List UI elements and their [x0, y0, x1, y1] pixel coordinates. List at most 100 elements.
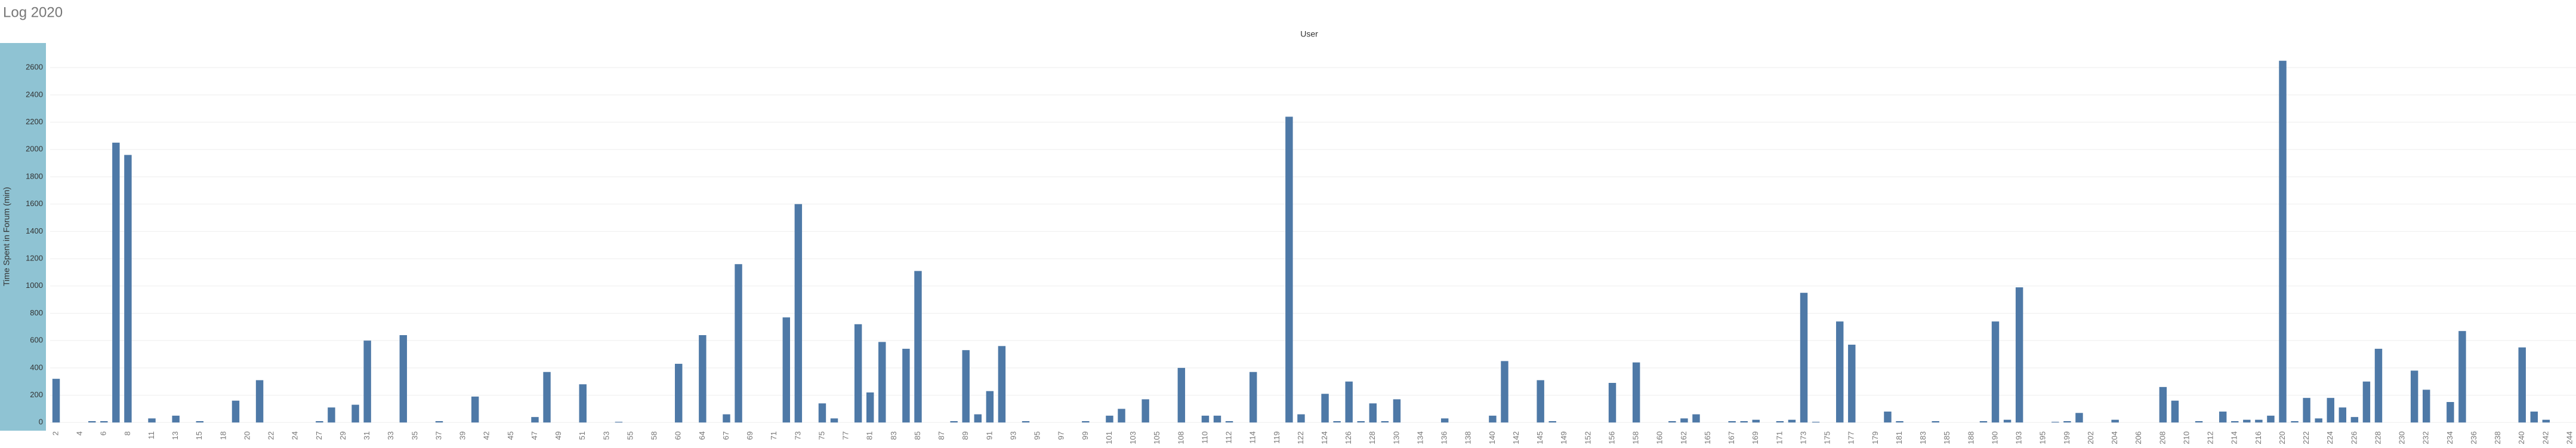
- x-tick-label: 15: [195, 431, 203, 440]
- bar: [1896, 421, 1904, 423]
- bar: [579, 384, 587, 423]
- bar: [1776, 421, 1784, 423]
- x-tick-label: 190: [1990, 431, 1999, 444]
- x-tick-label: 224: [2325, 431, 2334, 444]
- x-tick-label: 110: [1200, 431, 1209, 444]
- bar: [1142, 399, 1149, 423]
- x-tick-label: 60: [674, 431, 683, 440]
- chart-title: Log 2020: [3, 4, 63, 20]
- bar: [1608, 383, 1616, 423]
- bar: [2315, 418, 2322, 423]
- y-tick-label: 2200: [26, 117, 43, 126]
- bar: [2362, 381, 2371, 423]
- x-tick-label: 230: [2398, 431, 2407, 444]
- x-tick-label: 108: [1176, 431, 1185, 444]
- x-tick-label: 212: [2206, 431, 2215, 444]
- bar: [2327, 398, 2334, 423]
- bar: [1249, 372, 1257, 423]
- x-tick-label: 27: [314, 431, 323, 440]
- x-header: User: [1300, 29, 1318, 39]
- bar: [962, 350, 970, 423]
- x-tick-label: 13: [171, 431, 180, 440]
- x-tick-label: 112: [1224, 431, 1233, 444]
- bar: [1321, 394, 1329, 423]
- x-tick-label: 152: [1583, 431, 1592, 444]
- bar: [2015, 287, 2023, 423]
- bar: [2255, 419, 2263, 423]
- x-tick-label: 22: [267, 431, 276, 440]
- bar: [1106, 415, 1113, 423]
- bar: [435, 421, 443, 423]
- y-tick-label: 800: [30, 308, 43, 317]
- x-tick-label: 105: [1152, 431, 1161, 444]
- x-tick-label: 99: [1081, 431, 1090, 440]
- x-tick-label: 171: [1775, 431, 1784, 444]
- bar: [1548, 421, 1556, 423]
- x-tick-label: 206: [2134, 431, 2143, 444]
- y-tick-label: 400: [30, 363, 43, 372]
- bar: [255, 380, 264, 423]
- x-tick-label: 195: [2038, 431, 2047, 444]
- x-tick-label: 119: [1272, 431, 1281, 444]
- bar: [854, 324, 862, 423]
- bar: [363, 340, 371, 423]
- x-tick-label: 140: [1488, 431, 1497, 444]
- x-tick-label: 55: [625, 431, 634, 440]
- x-tick-label: 134: [1415, 431, 1424, 444]
- bar: [1692, 414, 1700, 423]
- x-tick-label: 136: [1440, 431, 1449, 444]
- bar: [543, 372, 551, 423]
- x-tick-label: 75: [817, 431, 826, 440]
- bar: [148, 418, 156, 423]
- x-tick-label: 29: [338, 431, 347, 440]
- x-tick-label: 69: [745, 431, 754, 440]
- bar: [1728, 421, 1736, 423]
- x-tick-label: 220: [2278, 431, 2287, 444]
- x-tick-label: 222: [2302, 431, 2310, 444]
- bar: [1082, 421, 1090, 423]
- x-tick-label: 165: [1703, 431, 1712, 444]
- x-tick-label: 95: [1033, 431, 1042, 440]
- bar: [1991, 321, 2000, 423]
- bar: [974, 414, 982, 423]
- x-tick-label: 183: [1918, 431, 1927, 444]
- x-tick-label: 216: [2254, 431, 2263, 444]
- bar: [1285, 116, 1293, 423]
- x-tick-label: 93: [1008, 431, 1017, 440]
- x-tick-label: 126: [1344, 431, 1353, 444]
- bar: [2458, 331, 2466, 423]
- y-axis-pane: [0, 43, 46, 431]
- bar: [1752, 419, 1760, 423]
- bar: [902, 348, 910, 423]
- x-tick-label: 35: [410, 431, 419, 440]
- bar: [2075, 413, 2083, 423]
- bar: [471, 396, 479, 423]
- bar: [1333, 421, 1341, 423]
- x-tick-label: 142: [1511, 431, 1520, 444]
- x-tick-label: 149: [1559, 431, 1568, 444]
- x-tick-label: 64: [698, 431, 707, 440]
- x-tick-label: 226: [2349, 431, 2358, 444]
- bar: [2111, 419, 2119, 423]
- bar: [2542, 419, 2550, 423]
- bar: [1213, 415, 1221, 423]
- x-tick-label: 210: [2182, 431, 2191, 444]
- bar: [2423, 389, 2430, 423]
- y-tick-label: 2400: [26, 90, 43, 99]
- x-tick-label: 244: [2565, 431, 2574, 444]
- x-tick-label: 45: [506, 431, 515, 440]
- y-tick-label: 1600: [26, 199, 43, 208]
- bar: [2171, 400, 2179, 423]
- x-tick-label: 11: [147, 431, 156, 440]
- bar: [2374, 348, 2383, 423]
- x-tick-label: 8: [123, 431, 132, 435]
- bar: [1297, 414, 1305, 423]
- x-tick-label: 177: [1847, 431, 1856, 444]
- x-tick-label: 158: [1631, 431, 1640, 444]
- bar: [172, 415, 180, 423]
- x-tick-label: 4: [75, 431, 84, 435]
- x-tick-label: 114: [1248, 431, 1257, 444]
- bar: [88, 421, 96, 423]
- bar: [878, 342, 886, 423]
